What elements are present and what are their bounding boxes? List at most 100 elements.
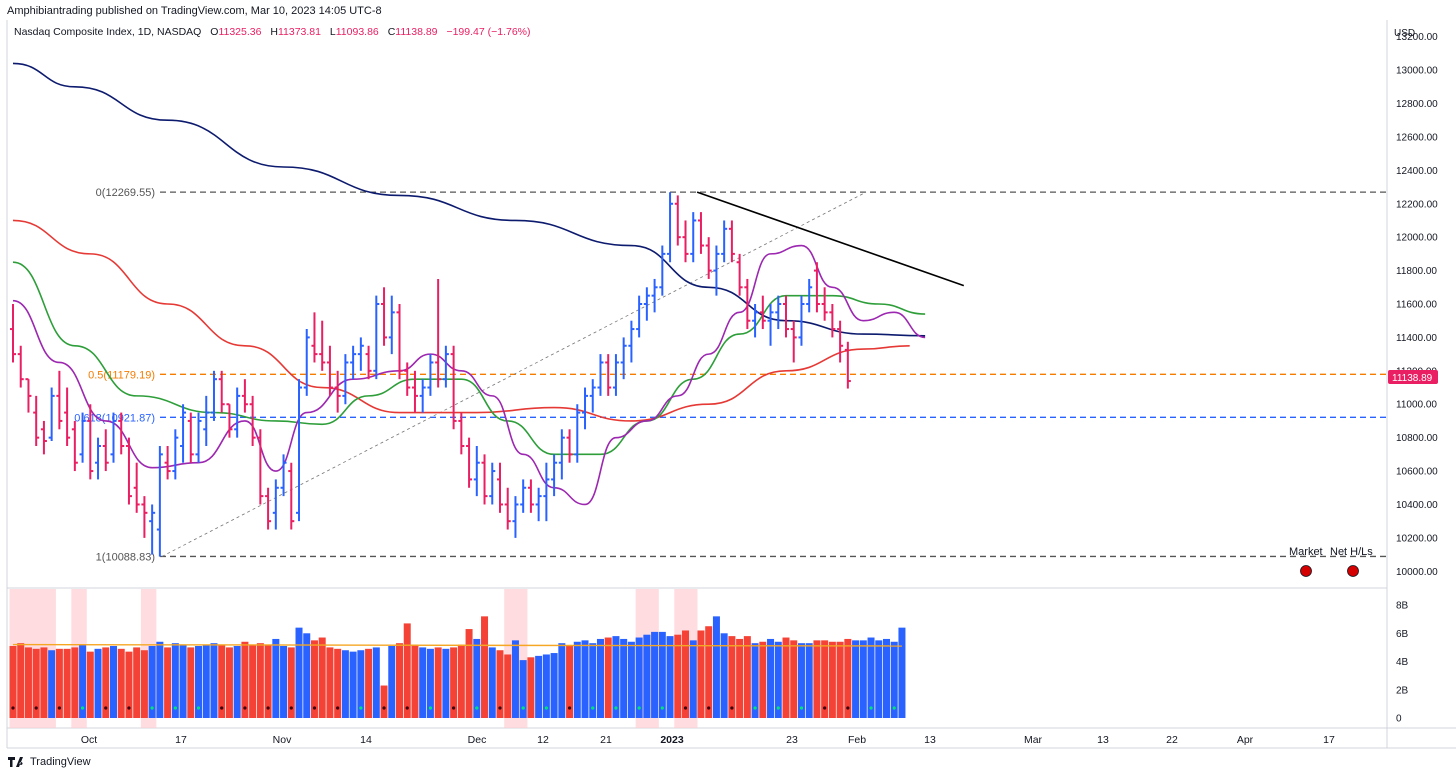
volume-bar (620, 638, 628, 718)
trendline[interactable] (696, 191, 965, 287)
price-tick-label: 10800.00 (1396, 433, 1438, 444)
ohlc-bar (458, 412, 465, 455)
volume-bar (465, 629, 473, 718)
volume-bar (852, 640, 860, 718)
volume-bar (488, 647, 496, 718)
volume-marker (498, 706, 502, 710)
volume-marker (683, 706, 688, 710)
volume-tick-label: 2B (1396, 685, 1409, 696)
ohlc-bar (813, 262, 820, 313)
price-tick-label: 11000.00 (1396, 400, 1437, 411)
volume-bar (805, 643, 813, 718)
currency-label: USD (1394, 28, 1415, 39)
volume-bar (774, 641, 782, 718)
volume-marker (730, 706, 734, 710)
volume-marker (57, 706, 61, 710)
ohlc-bar (296, 379, 303, 522)
volume-bar (550, 653, 558, 718)
ohlc-bar (690, 212, 697, 263)
volume-bar (434, 647, 442, 718)
ohlc-bar (195, 412, 202, 463)
volume-bar (287, 647, 295, 718)
volume-marker (846, 706, 850, 710)
volume-bar (651, 631, 659, 718)
volume-bar (426, 648, 434, 718)
volume-marker (382, 706, 386, 710)
change-value: −199.47 (−1.76%) (446, 26, 531, 38)
ohlc-bar (241, 379, 248, 413)
volume-marker (544, 706, 548, 710)
fibonacci-retracement[interactable]: 0(12269.55) 0.5(11179.19) 0.618(10921.87) 1… (74, 187, 1387, 563)
volume-bar (442, 648, 450, 718)
volume-marker (707, 706, 711, 710)
volume-bar (380, 685, 388, 718)
volume-marker (428, 706, 433, 710)
time-tick-label: 2023 (660, 734, 684, 746)
ohlc-bar (582, 387, 589, 430)
ohlc-bar (527, 479, 534, 513)
time-tick-label: 13 (1097, 734, 1109, 746)
time-tick-label: Nov (273, 734, 292, 746)
volume-bar (102, 647, 110, 718)
low-value: 11093.86 (335, 26, 379, 38)
volume-bar (527, 657, 535, 718)
time-tick-label: 14 (360, 734, 372, 746)
volume-marker (150, 706, 154, 710)
volume-bar (202, 644, 210, 718)
volume-bar (844, 638, 852, 718)
ohlc-bar (342, 354, 349, 405)
volume-marker (591, 706, 595, 710)
price-tick-label: 12400.00 (1396, 166, 1438, 177)
time-tick-label: 23 (786, 734, 798, 746)
ohlc-bar (643, 287, 650, 321)
ohlc-bar (790, 320, 797, 363)
volume-bar (705, 626, 713, 718)
low-label: L (329, 26, 336, 38)
volume-bar (604, 637, 612, 718)
ohlc-bar (203, 395, 210, 446)
volume-marker (799, 706, 804, 710)
volume-bar (821, 640, 829, 718)
ohlc-bar (172, 429, 179, 480)
ohlc-bar (821, 287, 828, 321)
time-tick-label: Apr (1237, 734, 1254, 746)
ohlc-bar (234, 387, 241, 438)
volume-pane[interactable] (9, 589, 906, 728)
volume-bar (171, 643, 179, 718)
volume-bar (341, 650, 349, 718)
ohlc-bar (759, 295, 766, 330)
time-tick-label: 21 (600, 734, 612, 746)
ohlc-bar (744, 278, 751, 330)
volume-bar (24, 647, 32, 718)
volume-marker (405, 706, 409, 710)
symbol-legend: Nasdaq Composite Index, 1D, NASDAQ O1132… (14, 26, 531, 38)
ohlc-bar (156, 446, 163, 557)
time-tick-label: Feb (848, 734, 866, 746)
volume-bar (148, 646, 156, 718)
price-tick-label: 13200.00 (1396, 32, 1438, 43)
volume-bar (635, 637, 643, 718)
volume-marker (660, 706, 664, 710)
volume-bar (233, 646, 241, 718)
price-axis[interactable]: 13200.00 13000.00 12800.00 12600.00 12400.00… (1396, 32, 1438, 578)
volume-bar (55, 648, 63, 718)
ma50-line (12, 219, 910, 422)
volume-bar (195, 646, 203, 718)
volume-bar (504, 654, 512, 718)
time-tick-label: 13 (924, 734, 936, 746)
ohlc-bar (697, 212, 704, 254)
ohlc-bar (396, 304, 403, 380)
volume-bar (210, 643, 218, 718)
ohlc-bar (350, 345, 357, 380)
volume-marker (220, 706, 224, 710)
footer-brand[interactable]: TradingView (8, 756, 91, 768)
time-tick-label: 17 (175, 734, 187, 746)
ohlc-bar (319, 320, 326, 371)
volume-bar (164, 647, 172, 718)
volume-bar (140, 650, 148, 718)
ohlc-bar (728, 220, 735, 263)
ohlc-bar (535, 487, 542, 522)
time-axis[interactable]: Oct 17 Nov 14 Dec 12 21 2023 23 Feb 13 Mar 13 22 Apr 17 (81, 734, 1335, 746)
volume-bar (125, 651, 133, 718)
